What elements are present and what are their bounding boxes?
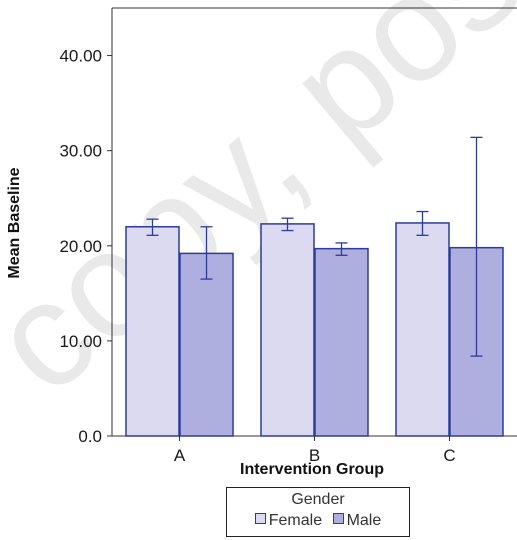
y-axis-title: Mean Baseline xyxy=(6,167,23,278)
legend-item-female: Female xyxy=(254,511,323,531)
y-tick-label: 40.00 xyxy=(59,47,102,66)
x-axis-ticks: A B C xyxy=(174,436,456,465)
bar-female xyxy=(125,226,180,437)
y-tick-label: 0.0 xyxy=(78,427,102,446)
bar-male xyxy=(179,252,234,437)
legend-swatch-male xyxy=(332,513,344,524)
bar-female xyxy=(260,223,315,437)
bar-male xyxy=(314,247,369,437)
error-bars xyxy=(146,136,483,357)
y-tick-label: 30.00 xyxy=(59,142,102,161)
legend-item-male: Male xyxy=(332,511,382,531)
y-tick-label: 10.00 xyxy=(59,332,102,351)
x-tick-label: B xyxy=(309,446,320,465)
bars xyxy=(125,222,504,437)
bar-female xyxy=(395,222,450,437)
legend-label-female: Female xyxy=(268,512,323,529)
legend-label-male: Male xyxy=(346,512,382,529)
x-axis-title: Intervention Group xyxy=(240,461,384,478)
x-tick-label: C xyxy=(443,446,455,465)
legend-title: Gender xyxy=(291,491,345,508)
legend-swatch-female xyxy=(254,513,266,524)
x-tick-label: A xyxy=(174,446,186,465)
y-axis-ticks: 0.0 10.00 20.00 30.00 40.00 xyxy=(59,47,112,446)
y-tick-label: 20.00 xyxy=(59,237,102,256)
legend: Gender Female Male xyxy=(226,487,410,537)
